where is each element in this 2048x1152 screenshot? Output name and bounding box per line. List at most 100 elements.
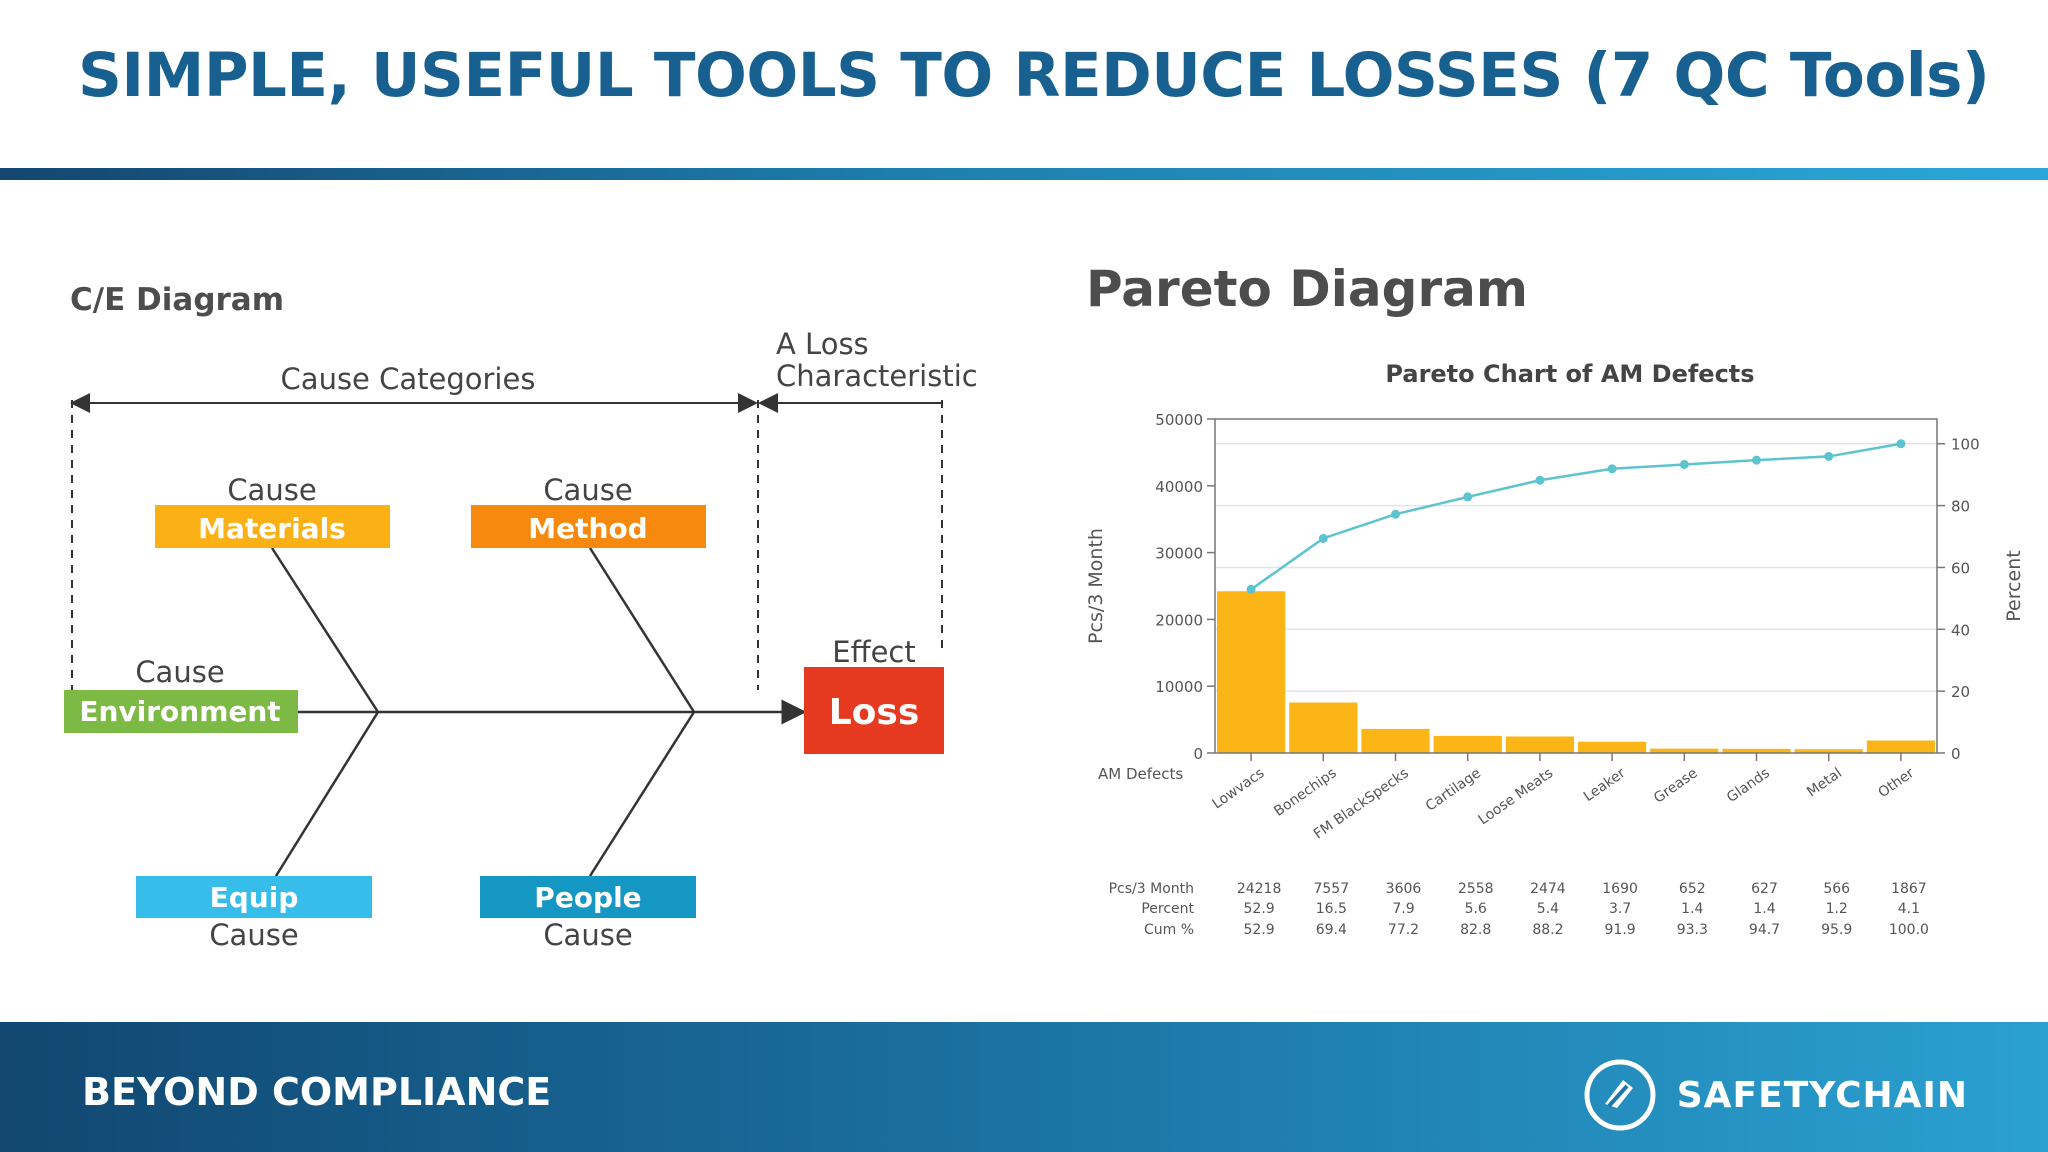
table-cell: 1.4 <box>1753 901 1775 917</box>
y2-tick-label: 80 <box>1951 498 1970 516</box>
line-point <box>1246 584 1256 594</box>
table-cell: 69.4 <box>1316 922 1347 938</box>
bone-equip <box>274 711 380 877</box>
fishbone-diagram: Cause Categories A Loss Characteristic C… <box>64 327 978 952</box>
chart-title: Pareto Chart of AM Defects <box>1385 360 1754 388</box>
cause-text-people: People <box>534 881 641 914</box>
table-cell: 7557 <box>1313 881 1349 897</box>
table-cell: 2474 <box>1530 881 1566 897</box>
category-label: Grease <box>1651 765 1701 806</box>
line-point <box>1318 533 1328 543</box>
y-axis-label: Pcs/3 Month <box>1085 528 1107 644</box>
table-cell: 566 <box>1823 881 1850 897</box>
ce-diagram-heading: C/E Diagram <box>70 282 285 318</box>
category-label: Loose Meats <box>1476 765 1557 828</box>
cause-text-materials: Materials <box>198 512 346 545</box>
table-row-label: Pcs/3 Month <box>1109 881 1194 897</box>
y2-tick-label: 0 <box>1951 745 1961 763</box>
bar <box>1433 735 1502 753</box>
bar <box>1866 740 1935 753</box>
table-cell: 4.1 <box>1898 901 1920 917</box>
y-tick-label: 20000 <box>1155 611 1203 629</box>
category-label: Metal <box>1804 765 1845 800</box>
line-point <box>1391 509 1400 519</box>
cumulative-line-series <box>1246 439 1906 594</box>
effect-box <box>804 667 944 754</box>
title-divider <box>0 168 2048 180</box>
table-cell: 7.9 <box>1392 901 1414 917</box>
y2-tick-label: 40 <box>1951 621 1970 639</box>
cause-box-equip <box>136 876 372 918</box>
bar-series <box>1217 591 1935 753</box>
y-tick-label: 30000 <box>1155 545 1203 563</box>
table-cell: 94.7 <box>1749 922 1780 938</box>
cause-box-materials <box>155 505 390 548</box>
table-cell: 52.9 <box>1244 901 1275 917</box>
table-cell: 93.3 <box>1677 922 1708 938</box>
y2-tick-label: 20 <box>1951 683 1970 701</box>
effect-box-text: Loss <box>829 692 920 733</box>
cause-label-method: Cause <box>543 473 632 507</box>
loss-characteristic-label-line2: Characteristic <box>776 359 978 393</box>
y-tick-label: 0 <box>1193 745 1203 763</box>
bar <box>1794 749 1863 753</box>
bar <box>1578 741 1647 753</box>
safetychain-logo-icon <box>1584 1059 1656 1131</box>
line-point <box>1824 451 1834 461</box>
category-label: Bonechips <box>1271 765 1339 820</box>
table-cell: 1.4 <box>1681 901 1703 917</box>
gridlines <box>1215 442 1937 692</box>
pareto-chart: Pareto Chart of AM Defects 0 10000 20000 30… <box>1085 360 2025 938</box>
table-cell: 16.5 <box>1316 901 1347 917</box>
y-tick-label: 50000 <box>1155 411 1203 429</box>
line-point <box>1896 439 1906 449</box>
cause-box-method <box>471 505 706 548</box>
category-label: Leaker <box>1581 765 1629 805</box>
plot-frame <box>1214 418 1938 754</box>
line-point <box>1752 455 1761 465</box>
table-cell: 52.9 <box>1244 922 1275 938</box>
category-label: Lowvacs <box>1210 765 1268 812</box>
table-cell: 1867 <box>1891 881 1927 897</box>
cause-label-environment: Cause <box>135 655 224 689</box>
table-cell: 95.9 <box>1821 922 1852 938</box>
data-table: Pcs/3 Month 24218 7557 3606 2558 2474 1690 652 6… <box>1109 881 1929 938</box>
cumulative-line <box>1250 442 1902 591</box>
table-row-label: Percent <box>1141 901 1194 917</box>
pareto-diagram-heading: Pareto Diagram <box>1086 260 1528 318</box>
bone-method <box>588 547 696 713</box>
table-cell: 77.2 <box>1388 922 1419 938</box>
footer-bar: BEYOND COMPLIANCE SAFETYCHAIN <box>0 1022 2048 1152</box>
table-cell: 88.2 <box>1532 922 1563 938</box>
footer-tagline: BEYOND COMPLIANCE <box>82 1070 552 1114</box>
line-point <box>1535 475 1545 485</box>
bar <box>1650 748 1719 753</box>
cause-text-environment: Environment <box>79 695 280 728</box>
bar <box>1722 748 1791 753</box>
table-cell: 1.2 <box>1826 901 1848 917</box>
line-point <box>1607 464 1617 474</box>
cause-box-people <box>480 876 696 918</box>
effect-label: Effect <box>832 635 915 669</box>
cause-label-equip: Cause <box>209 918 298 952</box>
bar <box>1289 702 1358 753</box>
table-cell: 627 <box>1751 881 1778 897</box>
brand-logo: SAFETYCHAIN <box>1583 1058 1968 1132</box>
category-label: Cartilage <box>1423 765 1484 815</box>
y2-axis-label: Percent <box>2003 550 2025 622</box>
table-cell: 91.9 <box>1605 922 1636 938</box>
loss-characteristic-label-line1: A Loss <box>776 327 869 361</box>
line-point <box>1679 459 1689 469</box>
table-cell: 5.6 <box>1465 901 1487 917</box>
y-tick-label: 10000 <box>1155 678 1203 696</box>
table-cell: 652 <box>1679 881 1706 897</box>
bar <box>1505 736 1574 753</box>
cause-text-equip: Equip <box>210 881 299 914</box>
bone-people <box>588 711 696 877</box>
table-cell: 100.0 <box>1889 922 1929 938</box>
cause-label-people: Cause <box>543 918 632 952</box>
cause-text-method: Method <box>528 512 647 545</box>
cause-categories-label: Cause Categories <box>281 362 536 396</box>
bar <box>1361 728 1430 753</box>
